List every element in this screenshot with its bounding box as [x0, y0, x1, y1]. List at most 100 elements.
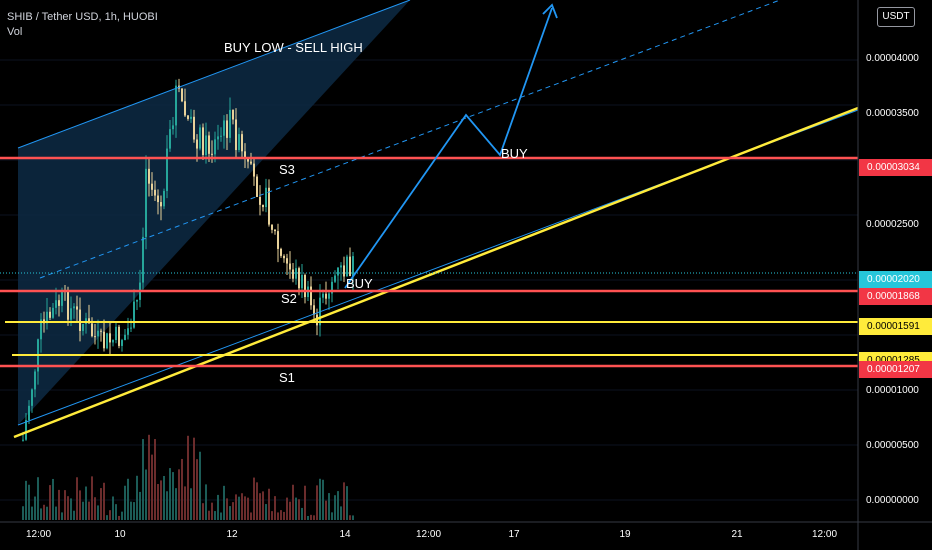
- candle-body: [325, 293, 327, 299]
- volume-bar: [43, 504, 45, 520]
- volume-bar: [46, 506, 48, 520]
- candle-body: [268, 187, 270, 225]
- volume-bar: [106, 515, 108, 520]
- candle-body: [289, 263, 291, 270]
- currency-button[interactable]: USDT: [877, 7, 915, 27]
- candle-body: [142, 236, 144, 283]
- volume-bar: [247, 497, 249, 520]
- candle-body: [346, 256, 348, 277]
- candle-body: [295, 268, 297, 279]
- volume-bar: [40, 508, 42, 520]
- candle-body: [259, 196, 261, 205]
- volume-bar: [262, 491, 264, 520]
- candle-body: [223, 120, 225, 136]
- candle-body: [274, 229, 276, 232]
- volume-bar: [109, 510, 111, 520]
- price-tag-resistance: 0.00001868: [859, 287, 932, 305]
- volume-bars: [22, 434, 354, 520]
- candle-body: [217, 136, 219, 140]
- price-tick-label: 0.00003500: [866, 108, 919, 120]
- price-tag-resistance: 0.00001207: [859, 360, 932, 378]
- volume-bar: [265, 504, 267, 520]
- volume-bar: [268, 488, 270, 520]
- time-tick-label: 19: [619, 529, 631, 540]
- candle-body: [229, 109, 231, 138]
- volume-bar: [73, 510, 75, 520]
- candle-body: [337, 267, 339, 276]
- candle-body: [181, 88, 183, 102]
- volume-bar: [88, 501, 90, 520]
- volume-bar: [97, 505, 99, 520]
- volume-bar: [49, 485, 51, 520]
- time-tick-label: 12: [226, 529, 238, 540]
- candle-body: [205, 135, 207, 156]
- candle-body: [88, 318, 90, 324]
- volume-bar: [85, 486, 87, 520]
- candle-body: [160, 202, 162, 207]
- candle-body: [253, 163, 255, 177]
- candle-body: [322, 293, 324, 298]
- volume-bar: [145, 469, 147, 520]
- candle-body: [70, 308, 72, 320]
- candle-body: [343, 265, 345, 277]
- candle-body: [187, 115, 189, 119]
- volume-bar: [91, 476, 93, 520]
- volume-bar: [37, 477, 39, 520]
- candle-body: [103, 331, 105, 349]
- volume-bar: [289, 501, 291, 520]
- candle-body: [238, 134, 240, 151]
- volume-bar: [160, 480, 162, 520]
- candle-body: [118, 326, 120, 346]
- price-tick-label: 0.00001000: [866, 384, 919, 396]
- price-tag-trend: 0.00001591: [859, 318, 932, 336]
- volume-bar: [352, 515, 354, 520]
- candle-body: [124, 334, 126, 341]
- volume-bar: [256, 482, 258, 520]
- volume-bar: [25, 480, 27, 520]
- volume-bar: [190, 488, 192, 520]
- volume-bar: [193, 437, 195, 520]
- candle-body: [130, 327, 132, 329]
- candle-body: [280, 248, 282, 256]
- volume-bar: [322, 479, 324, 520]
- volume-bar: [166, 491, 168, 520]
- candle-body: [172, 125, 174, 130]
- volume-bar: [235, 494, 237, 520]
- candle-body: [52, 307, 54, 318]
- candle-body: [277, 231, 279, 249]
- volume-bar: [148, 434, 150, 520]
- volume-bar: [328, 493, 330, 520]
- candle-body: [73, 306, 75, 309]
- candle-body: [196, 139, 198, 149]
- candle-body: [310, 286, 312, 306]
- candle-body: [193, 116, 195, 140]
- candle-body: [169, 129, 171, 149]
- candle-body: [61, 290, 63, 306]
- candle-body: [67, 291, 69, 320]
- volume-bar: [280, 510, 282, 520]
- volume-bar: [301, 507, 303, 520]
- candle-body: [286, 258, 288, 264]
- volume-bar: [274, 496, 276, 520]
- channel-fill: [18, 0, 410, 425]
- candle-body: [136, 299, 138, 302]
- candle-body: [22, 439, 24, 441]
- candle-body: [208, 135, 210, 154]
- candle-body: [352, 256, 354, 277]
- annotation-s3: S3: [279, 162, 295, 177]
- candle-body: [250, 161, 252, 164]
- volume-bar: [208, 510, 210, 520]
- candle-body: [244, 151, 246, 159]
- candle-body: [28, 405, 30, 421]
- volume-bar: [127, 478, 129, 520]
- volume-bar: [310, 514, 312, 520]
- candle-body: [49, 311, 51, 318]
- volume-bar: [70, 498, 72, 520]
- volume-bar: [283, 511, 285, 520]
- candle-body: [331, 281, 333, 294]
- volume-bar: [196, 459, 198, 520]
- volume-label: Vol: [7, 26, 23, 38]
- volume-bar: [175, 488, 177, 520]
- annotation-buy-2: BUY: [346, 276, 373, 291]
